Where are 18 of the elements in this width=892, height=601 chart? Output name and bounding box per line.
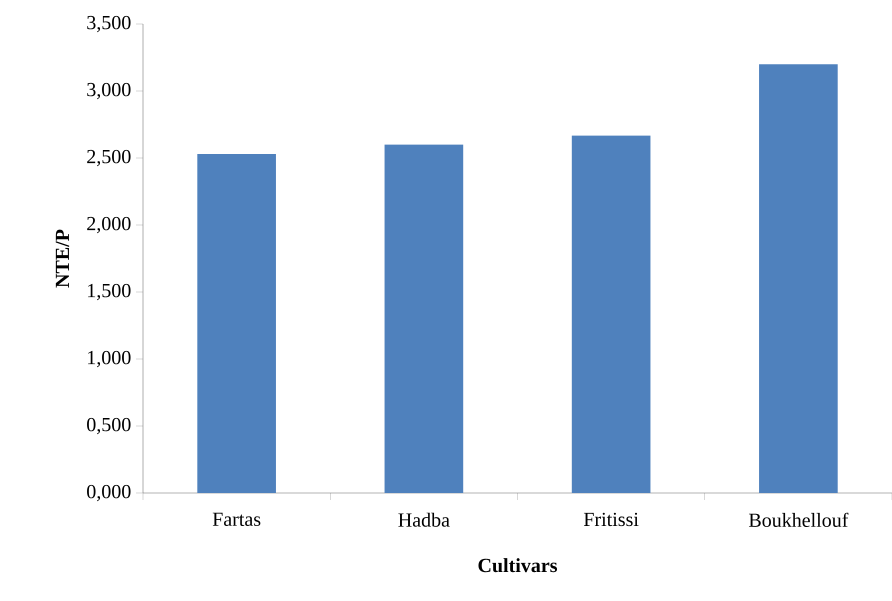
y-tick-label: 3,500 — [87, 16, 131, 32]
y-tick-label: 3,000 — [87, 82, 131, 100]
y-tick-label: 2,000 — [87, 216, 131, 234]
bar — [384, 144, 464, 493]
bar — [197, 154, 276, 493]
y-tick-label: 0,500 — [87, 418, 131, 434]
y-tick-label: 2,500 — [87, 150, 131, 166]
y-tick-label: 1,500 — [88, 284, 131, 300]
x-axis-title: Cultivars — [478, 558, 558, 572]
x-tick-label: Boukhellouf — [748, 512, 848, 527]
x-tick-label: Hadba — [398, 512, 450, 527]
x-tick-label: Fritissi — [584, 512, 639, 526]
bar — [572, 136, 650, 493]
y-tick-label: 1,000 — [88, 350, 131, 368]
y-axis-title: NTE/P — [56, 230, 70, 288]
bar — [759, 64, 838, 493]
x-tick-label: Fartas — [212, 512, 260, 526]
y-tick-label: 0,000 — [87, 484, 131, 502]
